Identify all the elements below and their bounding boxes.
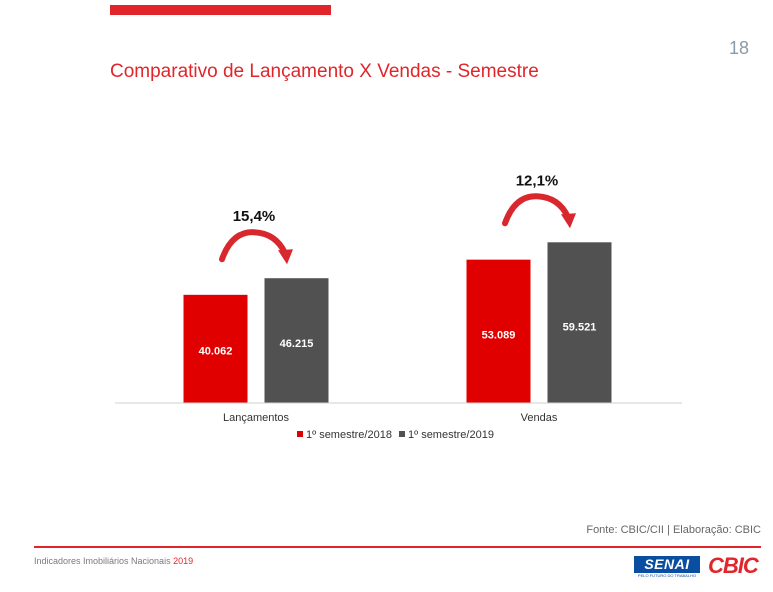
source-note: Fonte: CBIC/CII | Elaboração: CBIC [586,524,761,536]
bar-value-label: 46.215 [280,338,314,350]
bar-chart: 40.062 46.215 Lançamentos 15,4% 53.089 59.521… [115,172,682,441]
senai-logo-word: SENAI [634,556,700,573]
footer-text: Indicadores Imobiliários Nacionais 2019 [34,556,193,566]
category-label: Lançamentos [223,412,290,424]
bar-value-label: 53.089 [482,329,516,341]
page-title: Comparativo de Lançamento X Vendas - Sem… [110,61,539,82]
growth-label: 12,1% [516,172,559,189]
bar-1-0 [466,259,531,403]
legend-label-0: 1º semestre/2018 [306,429,392,441]
senai-logo: SENAI PELO FUTURO DO TRABALHO [634,556,700,580]
senai-logo-tagline: PELO FUTURO DO TRABALHO [637,573,697,578]
page-number: 18 [728,38,749,58]
top-accent-bar [110,5,331,15]
labels-layer: 40.062 46.215 Lançamentos 15,4% 53.089 59.521… [199,172,597,424]
bar-1-1 [547,242,612,403]
legend-label-1: 1º semestre/2019 [408,429,494,441]
category-label: Vendas [521,412,558,424]
bar-value-label: 40.062 [199,345,233,357]
bar-0-1 [264,278,329,403]
footer-label: Indicadores Imobiliários Nacionais [34,556,171,566]
legend-swatch-1 [399,431,405,437]
bars-layer [183,193,612,403]
footer-divider [34,546,761,548]
growth-arrow [219,229,288,263]
growth-arrow [502,193,571,227]
bar-0-0 [183,294,248,403]
legend-swatch-0 [297,431,303,437]
cbic-logo: CBIC [708,553,759,578]
legend: 1º semestre/2018 1º semestre/2019 [297,429,494,441]
growth-label: 15,4% [233,208,276,225]
growth-arrow-head [278,249,293,265]
bar-value-label: 59.521 [563,322,597,334]
footer-year: 2019 [173,556,194,566]
growth-arrow-head [561,213,576,229]
